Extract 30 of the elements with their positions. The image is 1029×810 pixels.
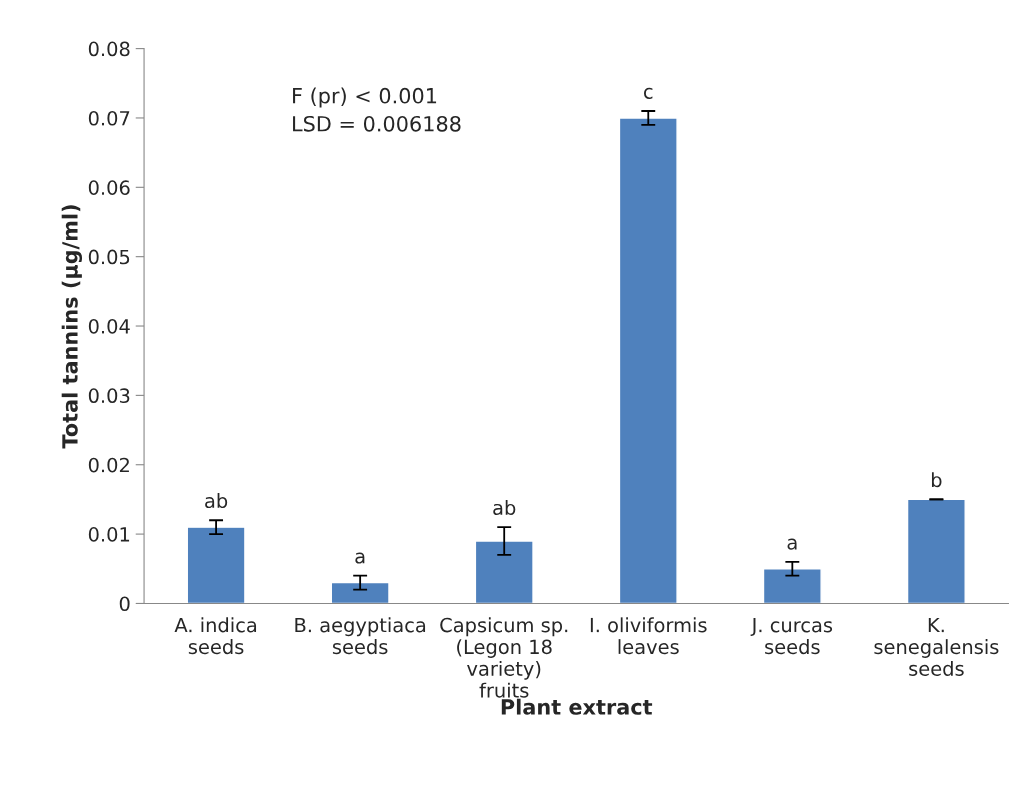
annotation: a	[355, 552, 365, 564]
y-tick-label: 0.01	[88, 527, 130, 542]
annotation: ab	[205, 493, 228, 509]
bar	[330, 581, 390, 604]
x-tick-label: Capsicum sp. (Legon 18 variety) fruits	[440, 617, 568, 698]
y-tick-label: 0	[119, 596, 130, 612]
x-tick-label: A. indica seeds	[174, 617, 257, 655]
bar	[906, 498, 966, 604]
x-tick-label: B. aegyptiaca seeds	[295, 617, 426, 655]
annotation: ab	[493, 500, 516, 516]
annotation: c	[644, 87, 653, 99]
y-tick-label: 0.08	[88, 41, 130, 57]
annotation: F (pr) < 0.001 LSD = 0.006188	[293, 87, 461, 132]
y-tick-label: 0.07	[88, 110, 130, 126]
y-axis-title: Total tannins (µg/ml)	[61, 205, 83, 449]
bar	[618, 117, 678, 604]
x-tick-label: J. curcas seeds	[750, 617, 833, 655]
annotation: b	[931, 472, 942, 488]
y-tick-label: 0.03	[88, 388, 130, 404]
y-tick-label: 0.06	[88, 180, 130, 195]
x-axis-title: Plant extract	[501, 698, 653, 715]
bar	[762, 568, 822, 604]
x-tick-label: I. oliviformis leaves	[590, 617, 707, 655]
bar	[186, 526, 246, 604]
bar	[474, 540, 534, 604]
y-tick-label: 0.05	[88, 249, 130, 265]
x-tick-label: K. senegalensis seeds	[874, 617, 999, 676]
annotation: a	[787, 538, 797, 550]
y-tick-label: 0.02	[88, 457, 129, 473]
y-tick-label: 0.04	[88, 318, 130, 334]
